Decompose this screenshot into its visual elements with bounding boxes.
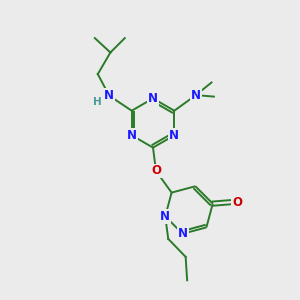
Text: O: O (151, 164, 161, 178)
Text: N: N (160, 210, 170, 223)
Text: N: N (191, 88, 201, 102)
Text: N: N (178, 227, 188, 240)
Text: O: O (232, 196, 242, 208)
Text: N: N (127, 129, 137, 142)
Text: N: N (148, 92, 158, 105)
Text: H: H (93, 97, 102, 107)
Text: N: N (104, 89, 114, 102)
Text: N: N (169, 129, 179, 142)
